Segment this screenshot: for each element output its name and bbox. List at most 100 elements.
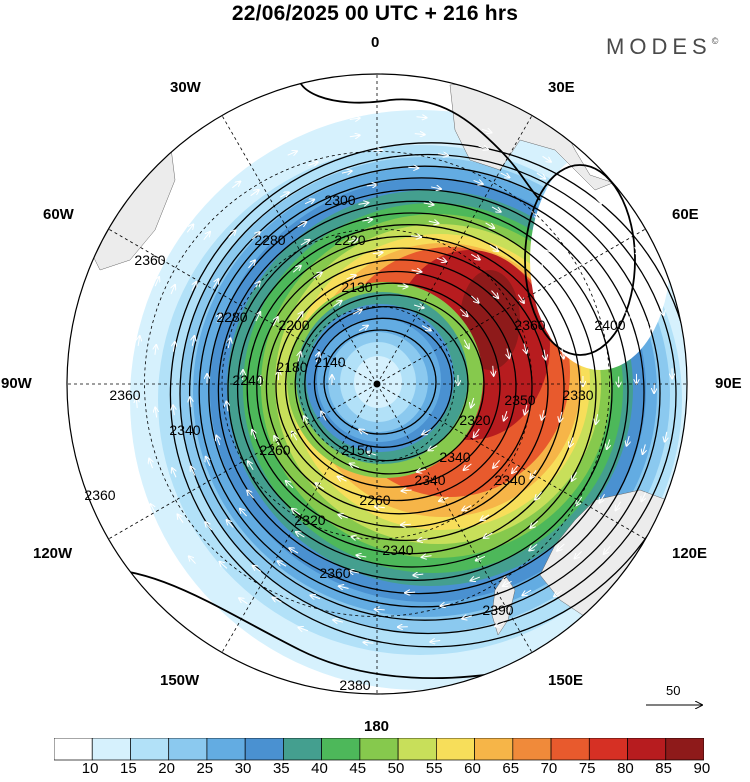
meridian-120	[376, 383, 646, 540]
colorbar-label-80: 80	[617, 760, 634, 777]
lon-label-60w: 60W	[43, 206, 74, 223]
wind-vector-165	[349, 135, 360, 137]
wind-vector-115	[289, 548, 299, 554]
colorbar-swatch-9	[397, 738, 437, 761]
wind-vector-160	[138, 336, 140, 347]
contour-label-24: 2360	[319, 565, 350, 581]
wind-vector-31	[471, 295, 478, 303]
contour-label-25: 2390	[482, 602, 513, 618]
lon-label-60e: 60E	[672, 206, 699, 223]
wind-vector-146	[554, 207, 562, 215]
wind-vector-118	[173, 342, 175, 352]
graticule	[67, 74, 687, 694]
wind-vector-106	[543, 243, 550, 251]
vector-scale-label: 50	[666, 683, 681, 698]
wind-vector-203	[363, 642, 374, 643]
contour-label-13: 2320	[459, 412, 490, 428]
wind-vector-122	[341, 171, 352, 173]
wind-vector-158	[205, 522, 212, 531]
wind-vector-97	[206, 457, 210, 467]
colorbar-label-45: 45	[349, 760, 367, 777]
wind-vector-91	[570, 437, 573, 446]
colorbar	[54, 738, 704, 761]
latitude-circle-2	[144, 151, 610, 617]
wind-vector-180	[272, 598, 282, 603]
wind-vector-9	[321, 412, 327, 421]
wind-vector-64	[248, 461, 254, 471]
contour-line-1	[313, 317, 453, 448]
wind-vector-116	[191, 467, 195, 476]
contour-line-north	[297, 74, 541, 201]
map-border	[66, 73, 688, 695]
meridian-330	[221, 115, 378, 385]
wind-vector-171	[647, 321, 649, 332]
contour-label-6: 2140	[314, 354, 345, 370]
wind-vector-107	[580, 293, 584, 303]
wind-vector-134	[339, 586, 349, 588]
wind-vector-121	[279, 192, 289, 198]
wind-vector-103	[366, 185, 377, 186]
wind-vector-144	[437, 154, 448, 156]
lon-label-90w: 90W	[1, 375, 32, 392]
contour-label-9: 2400	[594, 317, 625, 333]
wind-vector-210	[123, 318, 125, 329]
wind-vector-117	[173, 405, 174, 416]
height-contours	[79, 74, 687, 680]
wind-vector-77	[418, 539, 428, 541]
wind-vector-12	[413, 305, 424, 308]
contour-line-3	[294, 294, 485, 475]
wind-vector-56	[471, 253, 479, 259]
lon-label-30e: 30E	[548, 79, 575, 96]
meridian-60	[376, 228, 646, 385]
wind-vector-123	[408, 167, 418, 168]
lon-label-150e: 150E	[548, 672, 584, 689]
wind-vector-76	[481, 514, 490, 520]
wind-vector-7	[428, 445, 438, 451]
wind-vector-59	[542, 409, 544, 420]
wind-vector-112	[476, 556, 486, 560]
wind-vector-162	[186, 224, 193, 233]
wind-vector-58	[544, 349, 546, 360]
lon-label-120w: 120W	[33, 545, 73, 562]
wind-vector-96	[240, 509, 247, 517]
wind-vector-205	[239, 598, 248, 605]
contour-label-14: 2340	[414, 472, 445, 488]
wind-vector-22	[493, 365, 494, 376]
wind-vector-126	[577, 256, 584, 265]
wind-vector-159	[172, 468, 176, 478]
contour-line-14	[188, 165, 661, 621]
wind-vector-11	[352, 310, 362, 315]
wind-vector-135	[277, 561, 287, 567]
wind-vector-13	[463, 339, 469, 349]
lon-label-150w: 150W	[160, 672, 200, 689]
colorbar-label-35: 35	[272, 760, 290, 777]
wind-vector-129	[607, 439, 610, 449]
contour-label-0: 2300	[324, 192, 355, 208]
wind-vector-36	[315, 483, 324, 490]
wind-vector-207	[150, 504, 156, 514]
colorbar-label-75: 75	[578, 760, 596, 777]
wind-vector-17	[304, 416, 308, 426]
wind-vector-94	[422, 556, 432, 558]
contour-line-9	[236, 224, 581, 555]
brand-name: MODES	[606, 34, 712, 59]
wind-vector-161	[155, 277, 159, 287]
colorbar-swatch-10	[436, 738, 475, 761]
wind-vector-99	[192, 336, 194, 346]
latitude-circle-1	[221, 228, 533, 540]
wind-vector-109	[596, 414, 598, 424]
contour-label-12: 2350	[504, 392, 535, 408]
wind-vector-33	[504, 410, 507, 420]
wind-vector-72	[536, 289, 542, 298]
contour-label-4: 2280	[216, 309, 247, 325]
meridian-300	[108, 228, 378, 385]
colorbar-label-20: 20	[158, 760, 175, 777]
contour-label-11: 2330	[562, 387, 593, 403]
contour-label-15: 2240	[232, 372, 263, 388]
contour-label-22: 2320	[294, 512, 325, 528]
contour-label-28: 2340	[439, 449, 470, 465]
wind-vector-66	[228, 338, 230, 349]
wind-vector-182	[177, 514, 184, 523]
wind-vector-19	[333, 301, 341, 307]
wind-vector-177	[462, 616, 472, 619]
